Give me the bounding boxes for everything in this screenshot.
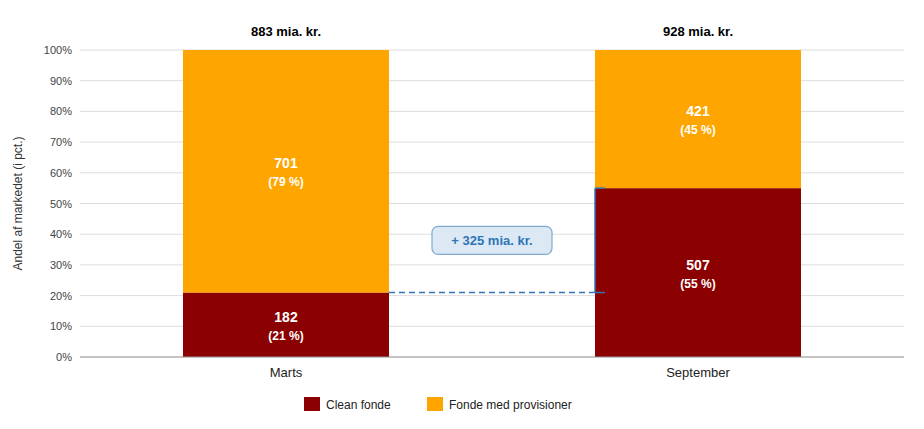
legend-swatch	[304, 397, 320, 411]
y-tick-label: 0%	[56, 351, 72, 363]
bar-segment	[595, 188, 801, 357]
y-tick-label: 10%	[50, 320, 72, 332]
bar-segment	[183, 293, 389, 357]
y-tick-label: 70%	[50, 136, 72, 148]
value-label: (55 %)	[680, 277, 715, 291]
annotation-bracket-tick	[595, 187, 605, 189]
x-axis-line	[80, 357, 904, 358]
data-labels: 182 (21 %) 507 (55 %) 701 (79 %) 421 (45 %)	[268, 103, 715, 343]
y-tick-label: 100%	[44, 44, 72, 56]
legend-swatch	[427, 397, 443, 411]
bar-segment	[183, 50, 389, 293]
bar-title: 883 mia. kr.	[251, 24, 321, 39]
legend-label: Clean fonde	[326, 398, 391, 412]
amount-label: 421	[686, 103, 710, 119]
bar-segment	[595, 50, 801, 188]
chart-svg: 0% 10% 20% 30% 40% 50% 60% 70% 80% 90% 100% Andel a…	[0, 0, 924, 429]
bars	[183, 50, 801, 357]
legend-label: Fonde med provisioner	[449, 398, 572, 412]
value-label: (21 %)	[268, 329, 303, 343]
value-label: (79 %)	[268, 175, 303, 189]
y-tick-label: 50%	[50, 198, 72, 210]
y-tick-label: 60%	[50, 167, 72, 179]
y-tick-label: 90%	[50, 75, 72, 87]
amount-label: 182	[274, 309, 298, 325]
annotation-text: + 325 mia. kr.	[451, 233, 532, 248]
annotation-dashed-line	[389, 292, 595, 294]
chart-container: 0% 10% 20% 30% 40% 50% 60% 70% 80% 90% 100% Andel a…	[0, 0, 924, 429]
amount-label: 507	[686, 257, 710, 273]
y-tick-label: 20%	[50, 290, 72, 302]
y-tick-label: 40%	[50, 228, 72, 240]
annotation-box	[432, 226, 552, 254]
grid-line	[80, 357, 904, 358]
y-axis-label: Andel af markedet (i pct.)	[11, 136, 25, 270]
grid: 0% 10% 20% 30% 40% 50% 60% 70% 80% 90% 100%	[44, 44, 904, 363]
annotation-bracket-tick	[595, 292, 605, 294]
legend: Clean fonde Fonde med provisioner	[304, 397, 572, 412]
amount-label: 701	[274, 155, 298, 171]
value-label: (45 %)	[680, 123, 715, 137]
bar-title: 928 mia. kr.	[663, 24, 733, 39]
annotation: + 325 mia. kr.	[389, 188, 605, 292]
y-tick-label: 30%	[50, 259, 72, 271]
annotation-bracket	[594, 188, 596, 292]
y-tick-label: 80%	[50, 105, 72, 117]
x-tick-label: Marts	[270, 365, 303, 380]
x-tick-label: September	[666, 365, 730, 380]
